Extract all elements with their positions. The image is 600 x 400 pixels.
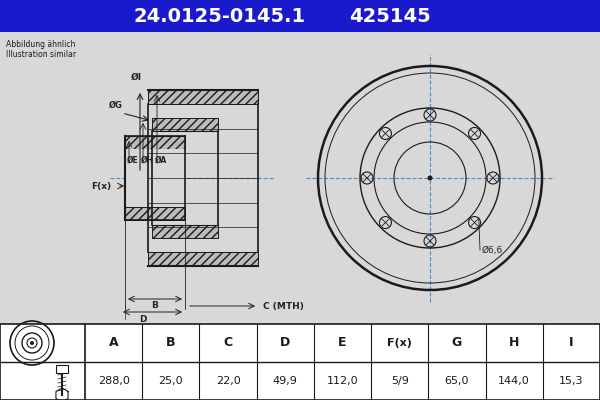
Text: 112,0: 112,0 xyxy=(326,376,358,386)
Text: 49,9: 49,9 xyxy=(273,376,298,386)
Text: ØG: ØG xyxy=(109,101,123,110)
Text: C: C xyxy=(223,336,233,350)
Bar xyxy=(0,324,600,400)
Text: 288,0: 288,0 xyxy=(98,376,130,386)
Text: 425145: 425145 xyxy=(349,6,431,26)
Bar xyxy=(152,225,218,238)
Text: I: I xyxy=(569,336,574,350)
Bar xyxy=(125,207,185,220)
Text: B: B xyxy=(166,336,176,350)
Text: D: D xyxy=(280,336,290,350)
Text: H: H xyxy=(509,336,520,350)
Text: ØE: ØE xyxy=(127,156,139,164)
Circle shape xyxy=(30,341,34,345)
Text: 25,0: 25,0 xyxy=(158,376,183,386)
Text: 24.0125-0145.1: 24.0125-0145.1 xyxy=(134,6,306,26)
Bar xyxy=(125,136,185,149)
Text: E: E xyxy=(338,336,347,350)
Text: 65,0: 65,0 xyxy=(445,376,469,386)
Bar xyxy=(0,32,600,324)
Bar xyxy=(125,149,185,207)
Text: D: D xyxy=(139,314,146,324)
Bar xyxy=(148,252,258,266)
Text: F(x): F(x) xyxy=(91,182,111,190)
Text: C (MTH): C (MTH) xyxy=(263,302,304,310)
Bar xyxy=(0,0,600,32)
Text: Illustration similar: Illustration similar xyxy=(6,50,76,59)
Text: ØH: ØH xyxy=(141,156,154,164)
Text: 15,3: 15,3 xyxy=(559,376,584,386)
Text: B: B xyxy=(152,302,158,310)
Text: A: A xyxy=(109,336,118,350)
Bar xyxy=(56,365,68,373)
Text: ØI: ØI xyxy=(130,73,142,82)
Text: ØA: ØA xyxy=(155,156,167,164)
Bar xyxy=(148,90,258,104)
Text: 144,0: 144,0 xyxy=(498,376,530,386)
Text: G: G xyxy=(452,336,462,350)
Text: Abbildung ähnlich: Abbildung ähnlich xyxy=(6,40,76,49)
Bar xyxy=(152,118,218,131)
Circle shape xyxy=(427,176,433,180)
Text: 5/9: 5/9 xyxy=(391,376,409,386)
Text: Ø6,6: Ø6,6 xyxy=(482,246,503,254)
Text: F(x): F(x) xyxy=(387,338,412,348)
Text: 22,0: 22,0 xyxy=(215,376,241,386)
